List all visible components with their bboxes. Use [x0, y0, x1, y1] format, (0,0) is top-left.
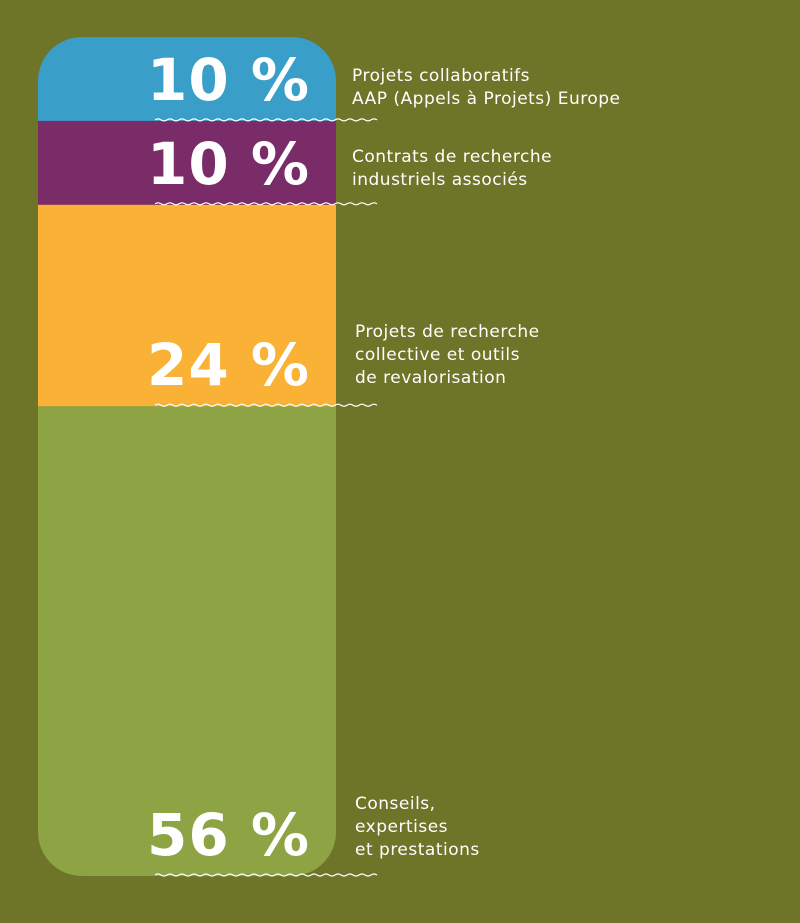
category-label-2: Contrats de recherche industriels associ… — [352, 146, 553, 190]
value-label-3: 24 % — [146, 331, 310, 400]
wave-separator-1 — [154, 118, 378, 122]
value-label-1: 10 % — [146, 45, 310, 114]
category-label-3: Projets de recherche collective et outil… — [355, 322, 540, 389]
bar-segment-3 — [38, 204, 336, 407]
category-label-1: Projets collaboratifs AAP (Appels à Proj… — [352, 65, 621, 109]
wave-separator-2 — [154, 202, 378, 206]
category-label-4: Conseils, expertises et prestations — [355, 794, 480, 860]
wave-separator-3 — [154, 403, 378, 407]
wave-separator-4 — [154, 873, 378, 877]
bar-segment-2 — [38, 120, 336, 206]
bar-segment-4 — [38, 406, 336, 876]
value-label-4: 56 % — [146, 801, 310, 869]
bar-segment-1 — [38, 37, 336, 122]
value-label-2: 10 % — [146, 129, 310, 198]
